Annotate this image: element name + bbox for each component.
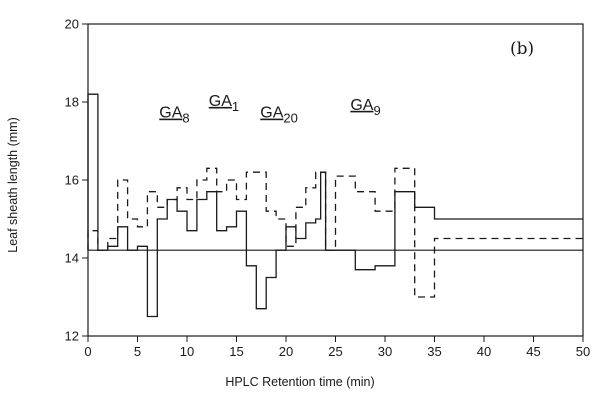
solid-series-line <box>87 93 583 318</box>
peak-annotation: GA8 <box>159 105 189 126</box>
y-tick-label: 18 <box>65 95 79 110</box>
y-tick-label: 20 <box>65 17 79 32</box>
x-tick-label: 0 <box>84 344 91 359</box>
x-tick-label: 40 <box>477 344 491 359</box>
y-axis-label: Leaf sheath length (mm) <box>6 117 20 253</box>
x-axis-label: HPLC Retention time (min) <box>225 375 374 389</box>
y-tick-label: 14 <box>65 251 79 266</box>
panel-label: (b) <box>510 39 534 59</box>
y-tick-label: 16 <box>65 173 79 188</box>
peak-annotation: GA20 <box>260 105 298 126</box>
plot-area: 0 5 10 15 20 25 30 35 40 45 50 12 14 16 18 20 GA8 GA1 GA20… <box>65 17 591 360</box>
peak-annotation: GA9 <box>350 97 380 118</box>
y-tick-label: 12 <box>65 329 79 344</box>
x-tick-label: 45 <box>526 344 540 359</box>
x-tick-label: 30 <box>378 344 392 359</box>
x-tick-label: 20 <box>279 344 293 359</box>
x-tick-label: 10 <box>180 344 194 359</box>
x-tick-label: 15 <box>229 344 243 359</box>
x-tick-label: 25 <box>328 344 342 359</box>
dashed-series-line <box>87 167 583 298</box>
x-tick-label: 5 <box>134 344 141 359</box>
x-tick-label: 50 <box>576 344 590 359</box>
x-tick-label: 35 <box>427 344 441 359</box>
peak-annotation: GA1 <box>209 93 239 114</box>
